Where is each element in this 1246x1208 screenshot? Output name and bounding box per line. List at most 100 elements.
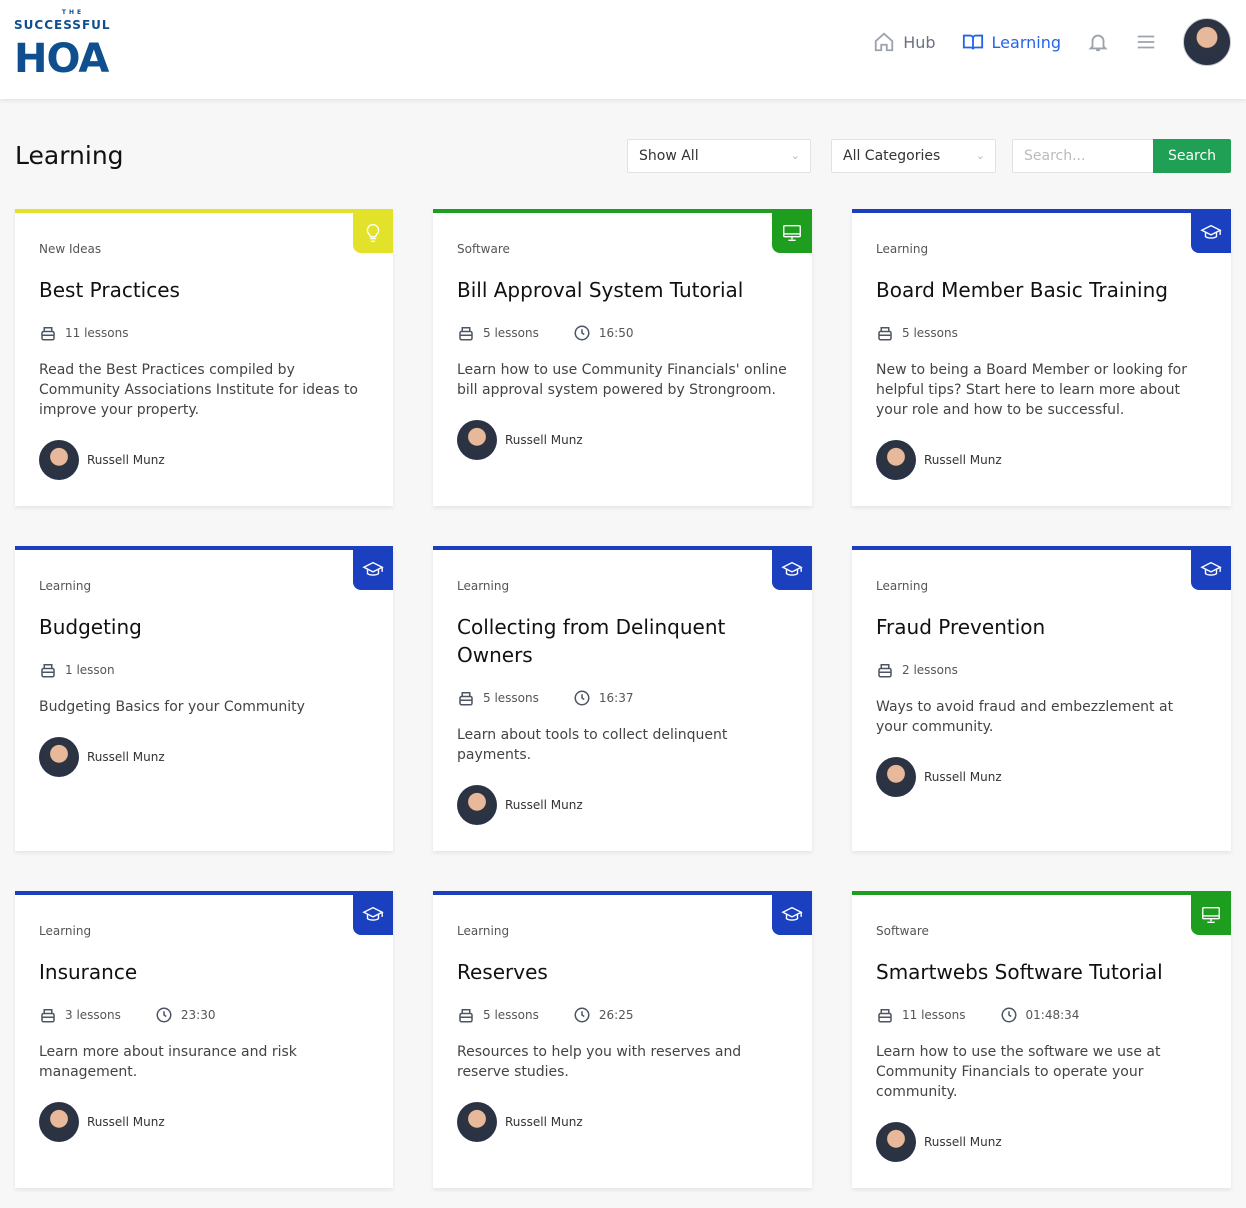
- nav-hub[interactable]: Hub: [873, 31, 936, 53]
- author-avatar: [39, 737, 79, 777]
- course-author: Russell Munz: [39, 1102, 369, 1142]
- notifications-button[interactable]: [1087, 31, 1109, 53]
- course-title[interactable]: Board Member Basic Training: [876, 278, 1168, 302]
- author-avatar: [457, 1102, 497, 1142]
- lessons-icon: [878, 1009, 892, 1023]
- course-description: Budgeting Basics for your Community: [39, 699, 305, 715]
- course-category: Learning: [457, 924, 510, 938]
- lessons-icon: [41, 1009, 55, 1023]
- course-description: Ways to avoid fraud and embezzlement at …: [876, 699, 1174, 735]
- author-avatar: [457, 420, 497, 460]
- nav-learning-label: Learning: [991, 32, 1061, 52]
- lesson-count: 11 lessons: [65, 326, 129, 340]
- course-card[interactable]: Learning Board Member Basic Training 5 l…: [852, 209, 1231, 506]
- category-select[interactable]: All Categories ⌄: [831, 139, 996, 173]
- graduation-cap-icon: [1200, 224, 1222, 239]
- author-avatar: [876, 757, 916, 797]
- author-name: Russell Munz: [924, 770, 1002, 784]
- course-meta: 5 lessons: [876, 324, 1207, 342]
- clock-icon: [1001, 1007, 1017, 1023]
- lessons-icon: [41, 664, 55, 678]
- course-author: Russell Munz: [876, 440, 1207, 480]
- author-name: Russell Munz: [924, 453, 1002, 467]
- course-meta: 11 lessons: [39, 324, 369, 342]
- course-meta: 5 lessons 16:50: [457, 324, 788, 342]
- course-description: Learn more about insurance and risk mana…: [39, 1044, 297, 1080]
- lesson-count: 5 lessons: [902, 326, 958, 340]
- search-button[interactable]: Search: [1153, 139, 1231, 173]
- course-meta: 5 lessons 26:25: [457, 1006, 788, 1024]
- author-name: Russell Munz: [87, 1115, 165, 1129]
- author-name: Russell Munz: [87, 453, 165, 467]
- course-category: Software: [457, 242, 510, 256]
- course-card[interactable]: Learning Fraud Prevention 2 lessons Ways…: [852, 546, 1231, 851]
- author-avatar: [876, 440, 916, 480]
- type-select-value: Show All: [639, 148, 699, 164]
- search-input[interactable]: [1012, 139, 1154, 173]
- chevron-down-icon: ⌄: [790, 149, 800, 162]
- page-title: Learning: [15, 141, 124, 170]
- home-icon: [875, 32, 894, 52]
- course-title[interactable]: Budgeting: [39, 615, 142, 639]
- graduation-cap-icon: [781, 561, 803, 576]
- course-title[interactable]: Reserves: [457, 960, 548, 984]
- course-author: Russell Munz: [457, 420, 788, 460]
- course-card[interactable]: Learning Collecting from Delinquent Owne…: [433, 546, 812, 851]
- course-card[interactable]: Learning Insurance 3 lessons 23:30 Learn…: [15, 891, 393, 1188]
- category-badge: [772, 550, 812, 590]
- type-select[interactable]: Show All ⌄: [627, 139, 811, 173]
- course-title[interactable]: Fraud Prevention: [876, 615, 1046, 639]
- course-category: New Ideas: [39, 242, 102, 256]
- course-category: Learning: [876, 242, 929, 256]
- course-author: Russell Munz: [39, 440, 369, 480]
- author-name: Russell Munz: [505, 433, 583, 447]
- course-author: Russell Munz: [876, 1122, 1207, 1162]
- lesson-count: 3 lessons: [65, 1008, 121, 1022]
- course-card[interactable]: Learning Budgeting 1 lesson Budgeting Ba…: [15, 546, 393, 851]
- course-author: Russell Munz: [457, 785, 788, 825]
- menu-button[interactable]: [1135, 31, 1157, 53]
- course-title[interactable]: Best Practices: [39, 278, 180, 302]
- course-duration: 26:25: [598, 1008, 634, 1022]
- author-avatar: [457, 785, 497, 825]
- logo[interactable]: THE SUCCESSFUL HOA: [14, 8, 138, 84]
- course-card[interactable]: Software Smartwebs Software Tutorial 11 …: [852, 891, 1231, 1188]
- author-avatar: [39, 440, 79, 480]
- author-avatar: [876, 1122, 916, 1162]
- course-card[interactable]: New Ideas Best Practices 11 lessons Read…: [15, 209, 393, 506]
- logo-hoa: HOA: [14, 36, 109, 82]
- author-name: Russell Munz: [924, 1135, 1002, 1149]
- course-title[interactable]: Smartwebs Software Tutorial: [876, 960, 1163, 984]
- course-description: Learn about tools to collect delinquent …: [457, 727, 728, 763]
- lesson-count: 5 lessons: [483, 326, 539, 340]
- course-description: Read the Best Practices compiled by Comm…: [39, 362, 358, 418]
- course-card[interactable]: Learning Reserves 5 lessons 26:25 Resour…: [433, 891, 812, 1188]
- course-duration: 16:37: [598, 691, 634, 705]
- header: THE SUCCESSFUL HOA Hub Learning: [0, 0, 1246, 99]
- nav-learning[interactable]: Learning: [962, 31, 1061, 53]
- course-description: Resources to help you with reserves and …: [457, 1044, 742, 1080]
- lessons-icon: [41, 327, 55, 341]
- chevron-down-icon: ⌄: [975, 149, 985, 162]
- user-avatar[interactable]: [1183, 18, 1231, 66]
- course-title[interactable]: Insurance: [39, 960, 138, 984]
- course-author: Russell Munz: [39, 737, 369, 777]
- author-name: Russell Munz: [505, 798, 583, 812]
- course-title[interactable]: Collecting from Delinquent Owners: [457, 615, 726, 667]
- lessons-icon: [459, 1009, 473, 1023]
- course-card[interactable]: Software Bill Approval System Tutorial 5…: [433, 209, 812, 506]
- book-icon: [962, 34, 983, 50]
- graduation-cap-icon: [781, 906, 803, 921]
- logo-the: THE: [61, 9, 85, 16]
- course-category: Software: [876, 924, 929, 938]
- course-category: Learning: [876, 579, 929, 593]
- course-meta: 1 lesson: [39, 661, 369, 679]
- lessons-icon: [459, 692, 473, 706]
- clock-icon: [156, 1007, 172, 1023]
- course-title[interactable]: Bill Approval System Tutorial: [457, 278, 744, 302]
- lessons-icon: [878, 327, 892, 341]
- category-badge: [1191, 550, 1231, 590]
- course-author: Russell Munz: [876, 757, 1207, 797]
- author-name: Russell Munz: [87, 750, 165, 764]
- monitor-icon: [783, 224, 801, 242]
